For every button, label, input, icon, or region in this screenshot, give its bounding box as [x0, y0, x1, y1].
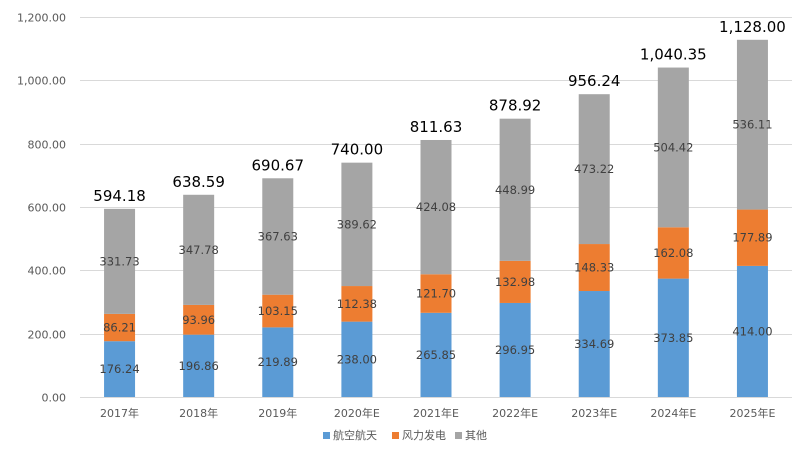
- bar-segment: [341, 321, 373, 397]
- y-tick-label: 1,200.00: [17, 12, 66, 25]
- total-value-label: 638.59: [172, 173, 225, 191]
- segment-value-label: 536.11: [732, 118, 772, 132]
- legend-swatch: [455, 432, 462, 439]
- bar-segment: [262, 294, 294, 328]
- segment-value-label: 121.70: [416, 287, 456, 301]
- bar-segment: [341, 286, 373, 322]
- total-value-label: 1,040.35: [640, 46, 707, 64]
- segment-value-label: 424.08: [416, 200, 456, 214]
- segment-value-label: 112.38: [337, 297, 377, 311]
- total-value-label: 740.00: [331, 141, 384, 159]
- bar-segment: [657, 278, 689, 397]
- segment-value-label: 238.00: [337, 352, 377, 366]
- segment-value-label: 347.78: [179, 243, 219, 257]
- segment-value-label: 448.99: [495, 183, 535, 197]
- total-value-label: 956.24: [568, 72, 621, 90]
- bar-segment: [657, 227, 689, 279]
- bar-segment: [420, 139, 452, 275]
- bar-segment: [499, 118, 531, 261]
- bar-segment: [736, 209, 768, 266]
- x-tick-label: 2020年E: [334, 406, 380, 420]
- bar-segment: [183, 194, 215, 305]
- segment-value-label: 331.73: [99, 254, 139, 268]
- segment-value-label: 196.86: [179, 359, 219, 373]
- bar-segment: [578, 94, 610, 245]
- x-tick-label: 2021年E: [413, 406, 459, 420]
- total-value-label: 594.18: [93, 187, 146, 205]
- bar-segment: [104, 208, 136, 314]
- bar-segment: [736, 39, 768, 210]
- x-tick-label: 2019年: [258, 406, 297, 420]
- y-tick-label: 600.00: [28, 202, 67, 215]
- legend-label: 航空航天: [333, 428, 377, 442]
- y-tick-label: 0.00: [42, 392, 67, 405]
- segment-value-label: 132.98: [495, 275, 535, 289]
- segment-value-label: 148.33: [574, 261, 614, 275]
- bar-segment: [499, 302, 531, 397]
- x-tick-label: 2022年E: [492, 406, 538, 420]
- x-tick-label: 2017年: [100, 406, 139, 420]
- bar-segment: [183, 304, 215, 335]
- segment-value-label: 296.95: [495, 343, 535, 357]
- segment-value-label: 86.21: [103, 321, 136, 335]
- y-tick-label: 1,000.00: [17, 75, 66, 88]
- legend-swatch: [323, 432, 330, 439]
- y-tick-label: 200.00: [28, 329, 67, 342]
- segment-value-label: 162.08: [653, 246, 693, 260]
- segment-value-label: 367.63: [258, 229, 298, 243]
- legend-label: 风力发电: [402, 428, 446, 442]
- bars: [104, 39, 768, 397]
- x-tick-label: 2025年E: [729, 406, 775, 420]
- bar-segment: [341, 162, 373, 287]
- bar-segment: [104, 313, 136, 342]
- bar-segment: [262, 178, 294, 295]
- total-value-label: 690.67: [252, 156, 305, 174]
- bar-segment: [657, 67, 689, 228]
- legend-swatch: [392, 432, 399, 439]
- bar-segment: [499, 260, 531, 303]
- segment-value-label: 177.89: [732, 231, 772, 245]
- segment-value-label: 334.69: [574, 337, 614, 351]
- y-tick-label: 800.00: [28, 139, 67, 152]
- bar-segment: [420, 274, 452, 313]
- legend-label: 其他: [465, 429, 487, 442]
- total-value-label: 878.92: [489, 97, 542, 115]
- legend: 航空航天 风力发电 其他: [323, 428, 487, 442]
- segment-value-label: 219.89: [258, 355, 298, 369]
- x-tick-label: 2023年E: [571, 406, 617, 420]
- bar-segment: [736, 265, 768, 397]
- total-value-label: 1,128.00: [719, 18, 786, 36]
- segment-value-label: 504.42: [653, 140, 693, 154]
- x-tick-label: 2024年E: [650, 406, 696, 420]
- bar-segment: [262, 327, 294, 397]
- segment-value-label: 373.85: [653, 331, 693, 345]
- segment-value-label: 473.22: [574, 162, 614, 176]
- segment-value-label: 414.00: [732, 324, 772, 338]
- bar-segment: [183, 334, 215, 397]
- data-labels: 176.24 86.21 331.73 594.18 196.86 93.96 347.78…: [93, 18, 786, 376]
- axes: 0.00 200.00 400.00 600.00 800.00 1,000.00 1,20…: [17, 12, 792, 420]
- segment-value-label: 265.85: [416, 348, 456, 362]
- segment-value-label: 389.62: [337, 217, 377, 231]
- segment-value-label: 176.24: [99, 362, 139, 376]
- bar-segment: [104, 341, 136, 397]
- bar-segment: [420, 312, 452, 397]
- bar-segment: [578, 244, 610, 292]
- segment-value-label: 93.96: [182, 313, 215, 327]
- total-value-label: 811.63: [410, 118, 463, 136]
- segment-value-label: 103.15: [258, 304, 298, 318]
- x-tick-label: 2018年: [179, 406, 218, 420]
- bar-segment: [578, 291, 610, 397]
- y-tick-label: 400.00: [28, 265, 67, 278]
